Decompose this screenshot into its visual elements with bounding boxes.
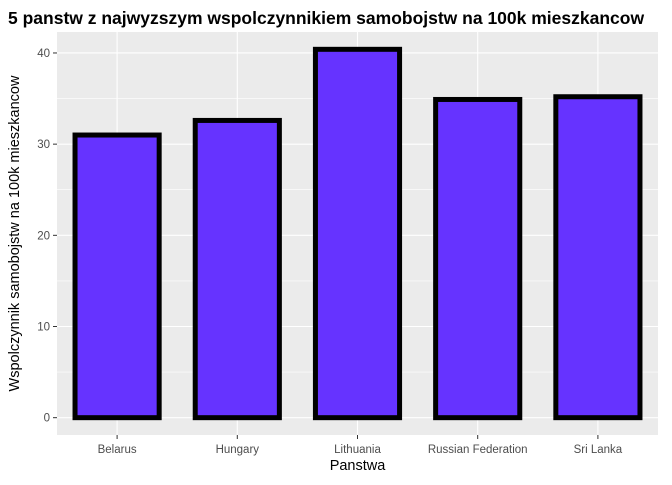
y-tick-label: 20 <box>37 230 50 242</box>
bar-sri-lanka <box>553 94 643 421</box>
x-tick-label: Lithuania <box>334 444 381 456</box>
x-tick-label: Russian Federation <box>428 444 528 456</box>
x-tick-label: Hungary <box>216 444 260 456</box>
bars-group <box>72 46 643 421</box>
y-tick-label: 40 <box>37 48 50 60</box>
y-tick-label: 10 <box>37 322 50 334</box>
y-tick-label: 30 <box>37 139 50 151</box>
x-tick-label: Belarus <box>98 444 137 456</box>
x-axis-title: Panstwa <box>330 458 387 474</box>
x-tick-label: Sri Lanka <box>574 444 623 456</box>
y-axis-ticks: 0 10 20 30 40 <box>37 48 57 425</box>
y-tick-label: 0 <box>44 413 50 425</box>
bar-belarus <box>72 132 162 421</box>
bar-hungary <box>192 117 282 421</box>
chart-title: 5 panstw z najwyzszym wspolczynnikiem sa… <box>8 8 644 28</box>
y-axis-title: Wspolczynnik samobojstw na 100k mieszkan… <box>7 75 23 391</box>
bar-russian-federation <box>433 96 523 421</box>
bar-lithuania <box>312 46 403 421</box>
x-axis-ticks: Belarus Hungary Lithuania Russian Federatio… <box>98 435 623 456</box>
